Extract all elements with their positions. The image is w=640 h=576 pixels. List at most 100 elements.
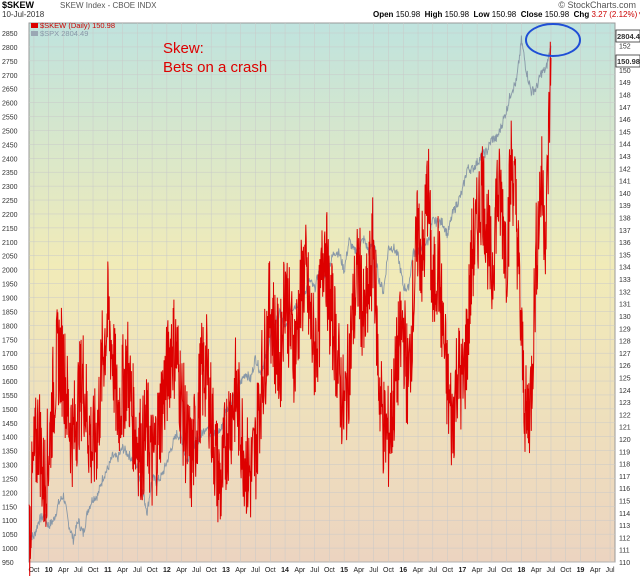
spx-tick-label: 1500 xyxy=(2,407,18,414)
chg-value: 3.27 (2.12%)▼ xyxy=(591,10,640,19)
skew-tick-label: 117 xyxy=(619,474,630,481)
time-tick-label: Apr xyxy=(294,567,306,574)
skew-tick-label: 139 xyxy=(619,203,631,210)
spx-tick-label: 2600 xyxy=(2,101,18,108)
time-tick-label: Apr xyxy=(235,567,247,574)
skew-legend-label: $SKEW (Daily) 150.98 xyxy=(40,21,115,30)
skew-tick-label: 144 xyxy=(619,142,631,149)
skew-tick-label: 110 xyxy=(619,560,630,567)
spx-tick-label: 1150 xyxy=(2,504,17,511)
skew-line xyxy=(28,41,552,576)
spx-tick-label: 2200 xyxy=(2,212,18,219)
time-tick-label: Oct xyxy=(442,567,453,574)
spx-tick-label: 2350 xyxy=(2,170,18,177)
spx-tick-label: 2800 xyxy=(2,45,18,52)
chart-date: 10-Jul-2018 xyxy=(2,10,45,19)
spx-tick-label: 950 xyxy=(2,560,14,567)
time-tick-label: Apr xyxy=(353,567,365,574)
skew-tick-label: 123 xyxy=(619,400,631,407)
time-tick-label: 10 xyxy=(45,567,53,574)
skew-tick-label: 113 xyxy=(619,523,630,530)
time-tick-label: Oct xyxy=(324,567,335,574)
spx-tick-label: 1750 xyxy=(2,337,18,344)
spx-tick-label: 2750 xyxy=(2,59,18,66)
time-tick-label: 19 xyxy=(577,567,585,574)
time-tick-label: Jul xyxy=(606,567,615,574)
close-value: 150.98 xyxy=(544,10,570,19)
skew-tick-label: 132 xyxy=(619,289,631,296)
skew-tick-label: 148 xyxy=(619,93,631,100)
skew-tick-label: 124 xyxy=(619,388,631,395)
skew-tick-label: 130 xyxy=(619,314,631,321)
skew-tick-label: 121 xyxy=(619,425,631,432)
skew-tick-label: 122 xyxy=(619,412,631,419)
annotation: Skew: Bets on a crash xyxy=(163,40,267,76)
time-tick-label: 16 xyxy=(399,567,407,574)
spx-tick-label: 2000 xyxy=(2,268,18,275)
spx-tick-label: 1300 xyxy=(2,463,18,470)
skew-tick-label: 142 xyxy=(619,166,631,173)
skew-tick-label: 141 xyxy=(619,179,631,186)
time-tick-label: Apr xyxy=(472,567,484,574)
open-value: 150.98 xyxy=(395,10,421,19)
skew-last-value: 150.98 xyxy=(617,57,640,66)
time-tick-label: Apr xyxy=(590,567,602,574)
skew-tick-label: 111 xyxy=(619,548,630,555)
spx-legend-label: $SPX 2804.49 xyxy=(40,29,88,38)
chart-header: $SKEW SKEW Index - CBOE INDX 10-Jul-2018… xyxy=(0,0,640,20)
skew-tick-label: 133 xyxy=(619,277,631,284)
skew-tick-label: 129 xyxy=(619,326,631,333)
spx-tick-label: 1450 xyxy=(2,421,18,428)
skew-tick-label: 115 xyxy=(619,498,630,505)
time-tick-label: Jul xyxy=(547,567,556,574)
spx-tick-label: 1250 xyxy=(2,476,18,483)
spx-tick-label: 1600 xyxy=(2,379,18,386)
skew-last-tag xyxy=(615,54,640,68)
time-tick-label: Oct xyxy=(383,567,394,574)
skew-tick-label: 120 xyxy=(619,437,631,444)
spx-tick-label: 1100 xyxy=(2,518,17,525)
spx-tick-label: 1800 xyxy=(2,323,18,330)
time-tick-label: Jul xyxy=(251,567,260,574)
skew-tick-label: 128 xyxy=(619,339,631,346)
high-value: 150.98 xyxy=(444,10,470,19)
time-tick-label: Oct xyxy=(501,567,512,574)
spx-tick-label: 1850 xyxy=(2,309,18,316)
skew-tick-label: 134 xyxy=(619,265,631,272)
skew-tick-label: 119 xyxy=(619,449,630,456)
time-tick-label: Jul xyxy=(487,567,496,574)
annotation-line-1: Skew: xyxy=(163,40,204,57)
time-tick-label: Apr xyxy=(117,567,129,574)
spx-tick-label: 1550 xyxy=(2,393,18,400)
spx-tick-label: 1950 xyxy=(2,282,18,289)
spx-tick-label: 1000 xyxy=(2,546,18,553)
time-tick-label: 14 xyxy=(281,567,289,574)
highlight-ellipse xyxy=(525,23,581,57)
skew-series xyxy=(28,41,552,576)
symbol-description: SKEW Index - CBOE INDX xyxy=(60,1,157,10)
spx-tick-label: 1900 xyxy=(2,296,18,303)
skew-tick-label: 127 xyxy=(619,351,631,358)
close-label: Close xyxy=(520,10,543,19)
skew-axis-ticks: 110 111 112 113 114 115 116 117 118 119 120 121 122 1… xyxy=(619,31,631,567)
brand-label: © StockCharts.com xyxy=(558,0,636,10)
annotation-line-2: Bets on a crash xyxy=(163,59,267,76)
time-tick-label: Jul xyxy=(74,567,83,574)
high-label: High xyxy=(424,10,443,19)
skew-legend-swatch xyxy=(31,23,38,28)
legend: $SKEW (Daily) 150.98 $SPX 2804.49 xyxy=(31,21,115,38)
spx-tick-label: 2450 xyxy=(2,142,18,149)
time-tick-label: Oct xyxy=(88,567,99,574)
skew-tick-label: 136 xyxy=(619,240,631,247)
spx-last-tag xyxy=(615,29,640,43)
skew-tick-label: 140 xyxy=(619,191,631,198)
spx-tick-label: 2250 xyxy=(2,198,18,205)
ohlc-readout: Open 150.98 High 150.98 Low 150.98 Close… xyxy=(373,10,640,19)
time-tick-label: Jul xyxy=(192,567,201,574)
time-tick-label: Jul xyxy=(133,567,142,574)
time-tick-label: Apr xyxy=(176,567,188,574)
spx-tick-label: 2700 xyxy=(2,73,18,80)
time-axis-ticks: Oct 10 Apr Jul Oct 11 Apr Jul Oct 12 Apr Jul Oct 13 Ap… xyxy=(28,567,615,574)
time-tick-label: 13 xyxy=(222,567,230,574)
skew-tick-label: 147 xyxy=(619,105,631,112)
